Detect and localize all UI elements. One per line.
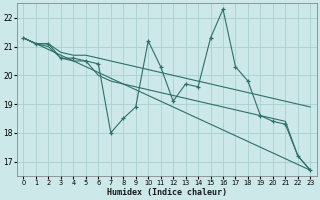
X-axis label: Humidex (Indice chaleur): Humidex (Indice chaleur) [107, 188, 227, 197]
